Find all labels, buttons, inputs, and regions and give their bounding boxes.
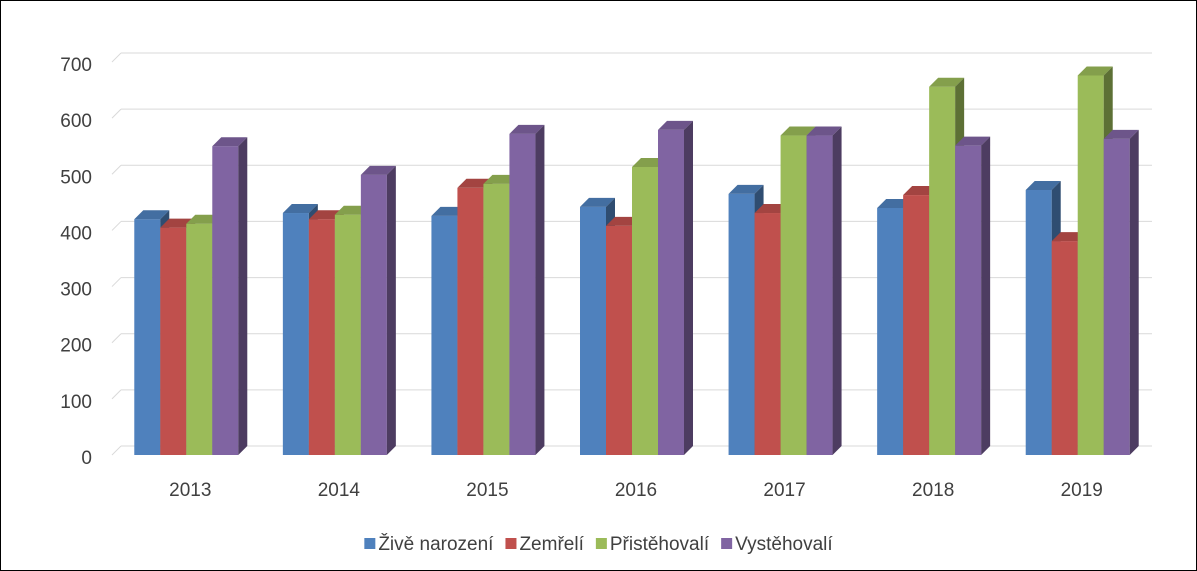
- y-tick-label: 700: [60, 55, 92, 76]
- legend-swatch: [721, 538, 733, 549]
- grid-line-depth: [111, 445, 122, 456]
- bar: [160, 227, 187, 455]
- bar: [955, 145, 982, 455]
- grid-line-depth: [111, 221, 122, 231]
- grid-line-depth: [111, 333, 122, 344]
- bar-side: [238, 137, 248, 455]
- bar: [728, 193, 755, 455]
- bar: [308, 219, 335, 455]
- bar-side: [832, 126, 842, 455]
- x-tick-label: 2015: [466, 480, 508, 501]
- y-tick-label: 500: [60, 167, 92, 188]
- bar: [457, 187, 484, 455]
- bar: [1025, 190, 1052, 455]
- legend-swatch: [595, 538, 607, 549]
- x-tick-label: 2016: [615, 480, 657, 501]
- bar: [1051, 241, 1078, 455]
- y-tick-label: 600: [60, 111, 92, 132]
- bar: [877, 207, 904, 455]
- bar-top: [780, 126, 816, 136]
- bar: [806, 135, 833, 455]
- grid-line-depth: [111, 108, 122, 119]
- bar: [186, 223, 213, 455]
- legend-label: Přistěhovalí: [610, 534, 710, 555]
- bar-top: [728, 184, 764, 194]
- legend-label: Živě narození: [378, 533, 494, 555]
- bar-side: [386, 165, 396, 455]
- bar: [509, 133, 536, 455]
- bar-top: [1025, 181, 1061, 191]
- bar: [134, 219, 161, 455]
- grid-line-depth: [111, 389, 122, 400]
- bar-side: [1129, 129, 1139, 455]
- bar-top: [360, 165, 396, 175]
- bar: [929, 86, 956, 456]
- bar: [1103, 138, 1130, 455]
- bar-top: [1103, 129, 1139, 139]
- bar-top: [1077, 66, 1113, 76]
- grid-line-depth: [111, 164, 122, 175]
- bar-side: [981, 136, 991, 455]
- grid-line-depth: [111, 52, 122, 63]
- y-tick-label: 0: [81, 448, 92, 469]
- bar-side: [535, 124, 545, 455]
- grid-line-depth: [111, 277, 122, 287]
- bar: [754, 213, 781, 455]
- bar-top: [580, 197, 615, 207]
- bar: [1077, 75, 1104, 455]
- bar-side: [684, 120, 693, 455]
- legend-label: Vystěhovalí: [735, 534, 833, 555]
- legend-swatch: [505, 538, 517, 549]
- y-tick-label: 300: [60, 280, 92, 301]
- y-tick-label: 200: [60, 336, 92, 357]
- bar: [903, 195, 930, 455]
- legend-swatch: [364, 538, 376, 549]
- bar: [632, 166, 658, 456]
- bar-top: [134, 210, 170, 220]
- legend-label: Zemřelí: [519, 534, 584, 555]
- bar: [658, 129, 684, 455]
- bar: [483, 183, 510, 455]
- bar: [780, 135, 807, 455]
- bar-top: [955, 136, 991, 146]
- bar-top: [509, 124, 545, 134]
- bar: [212, 146, 239, 455]
- x-tick-label: 2018: [912, 480, 954, 501]
- x-tick-label: 2019: [1061, 480, 1103, 501]
- bar: [282, 213, 309, 455]
- bar-top: [658, 120, 693, 130]
- bar: [431, 215, 458, 455]
- bar-top: [929, 77, 965, 87]
- bar: [606, 225, 632, 455]
- bar: [580, 206, 606, 455]
- bar: [360, 174, 387, 455]
- y-tick-label: 100: [60, 392, 92, 413]
- bar: [334, 214, 361, 455]
- y-tick-label: 400: [60, 223, 92, 244]
- bar-top: [282, 204, 318, 214]
- x-tick-label: 2017: [763, 480, 805, 501]
- bar-top: [212, 137, 248, 147]
- x-tick-label: 2014: [318, 480, 361, 501]
- bar-top: [806, 126, 842, 136]
- x-tick-label: 2013: [169, 480, 211, 501]
